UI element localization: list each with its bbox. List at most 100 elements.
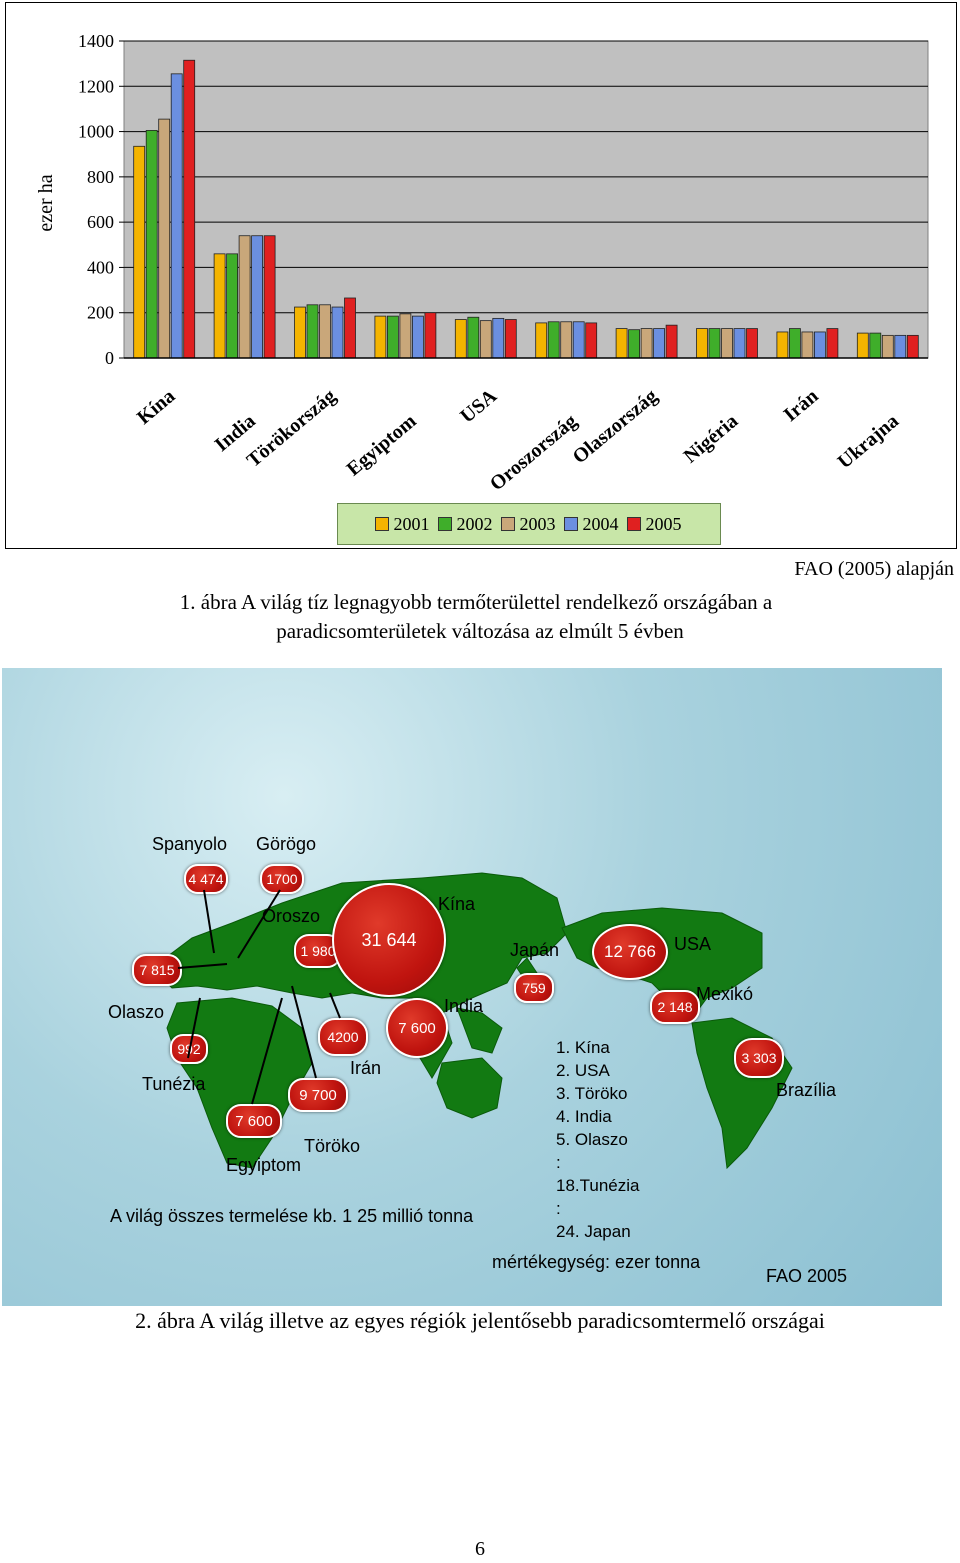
map-label-kina: Kína bbox=[438, 894, 476, 914]
bar-2001 bbox=[696, 328, 708, 359]
bar-2004 bbox=[411, 315, 424, 359]
y-tick-label: 0 bbox=[105, 348, 114, 368]
bar-2001 bbox=[213, 253, 226, 359]
legend-2002: 2002 bbox=[437, 514, 493, 535]
chart-legend: 2001 2002 2003 2004 2005 bbox=[337, 503, 721, 545]
bar-2005 bbox=[424, 312, 437, 359]
figure1-caption-line1: 1. ábra A világ tíz legnagyobb termőterü… bbox=[179, 590, 773, 614]
map-label-japan: Japán bbox=[510, 940, 560, 960]
y-tick-label: 400 bbox=[87, 257, 114, 277]
x-tick-label: Ukrajna bbox=[834, 410, 903, 473]
bar-2003 bbox=[560, 321, 573, 359]
x-tick-label: Olaszország bbox=[569, 385, 662, 468]
legend-2005: 2005 bbox=[626, 514, 682, 535]
x-tick-label: Nigéria bbox=[680, 410, 743, 468]
map-label-egyiptom: Egyiptom bbox=[226, 1155, 302, 1175]
bar-2002 bbox=[789, 328, 801, 359]
ranking-item: 5. Olaszo bbox=[556, 1130, 628, 1149]
bar-2003 bbox=[721, 328, 733, 359]
ranking-item: 18.Tunézia bbox=[556, 1176, 640, 1195]
ranking-item: 4. India bbox=[556, 1107, 612, 1126]
map-source: FAO 2005 bbox=[766, 1266, 848, 1286]
bar-2005 bbox=[665, 324, 678, 359]
bar-2002 bbox=[467, 316, 480, 359]
value-circle-china: 31 644 bbox=[332, 883, 446, 997]
value-circle-japan: 759 bbox=[514, 973, 554, 1003]
legend-2001: 2001 bbox=[374, 514, 430, 535]
bar-2004 bbox=[894, 334, 907, 359]
value-circle-iran: 4200 bbox=[318, 1018, 368, 1056]
bar-2002 bbox=[628, 329, 640, 359]
bar-2003 bbox=[479, 320, 492, 359]
x-tick-label: USA bbox=[456, 385, 501, 428]
value-circle-italy: 7 815 bbox=[132, 954, 182, 986]
y-axis-label: ezer ha bbox=[35, 174, 57, 231]
bar-chart-panel: 0 200 400 600 800 1000 1200 1400 ezer ha Kína Indi… bbox=[5, 2, 957, 549]
ranking-list: 1. Kína 2. USA 3. Töröko 4. India 5. Ola… bbox=[556, 1036, 639, 1243]
map-label-tunezia: Tunézia bbox=[142, 1074, 206, 1094]
map-label-oroszo: Oroszo bbox=[262, 906, 321, 926]
value-circle-greece: 1700 bbox=[260, 864, 304, 894]
value-circle-brazil: 3 303 bbox=[734, 1038, 784, 1078]
value-circle-tunisia: 992 bbox=[170, 1034, 208, 1064]
map-label-spanyolo: Spanyolo bbox=[152, 834, 228, 854]
map-label-brazilia: Brazília bbox=[776, 1080, 837, 1100]
bar-2005 bbox=[826, 328, 839, 359]
bar-2005 bbox=[746, 328, 758, 359]
bar-2003 bbox=[640, 328, 653, 359]
legend-2004: 2004 bbox=[563, 514, 619, 535]
bar-2004 bbox=[814, 331, 826, 359]
bar-2005 bbox=[585, 322, 598, 359]
map-label-toroko: Töröko bbox=[304, 1136, 361, 1156]
x-tick-label: Irán bbox=[780, 385, 823, 426]
figure1-source: FAO (2005) alapján bbox=[794, 558, 954, 580]
value-circle-usa: 12 766 bbox=[592, 924, 668, 980]
bar-2004 bbox=[492, 317, 505, 359]
bar-2005 bbox=[344, 297, 356, 359]
figure1-caption: 1. ábra A világ tíz legnagyobb termőterü… bbox=[0, 588, 960, 646]
x-tick-label: Oroszország bbox=[486, 410, 582, 495]
bar-2002 bbox=[869, 332, 882, 359]
map-arrows bbox=[177, 889, 341, 1105]
bar-2004 bbox=[251, 235, 264, 359]
y-tick-label: 600 bbox=[87, 212, 114, 232]
bar-2005 bbox=[906, 334, 919, 359]
bar-2005 bbox=[183, 59, 196, 359]
ranking-item: 2. USA bbox=[556, 1061, 610, 1080]
y-tick-label: 1000 bbox=[78, 122, 114, 142]
bar-2004 bbox=[572, 321, 585, 359]
map-label-iran: Irán bbox=[350, 1058, 382, 1078]
bar-2003 bbox=[158, 118, 171, 359]
bar-2003 bbox=[238, 235, 251, 359]
map-label-gorogo: Görögo bbox=[256, 834, 317, 854]
y-tick-label: 800 bbox=[87, 167, 114, 187]
unit-text: mértékegység: ezer tonna bbox=[492, 1252, 701, 1272]
ranking-item: 3. Töröko bbox=[556, 1084, 628, 1103]
bar-2004 bbox=[331, 306, 344, 359]
bar-2001 bbox=[856, 332, 869, 359]
bar-2002 bbox=[547, 321, 560, 359]
value-circle-mexico: 2 148 bbox=[650, 990, 700, 1024]
ranking-item: 24. Japan bbox=[556, 1222, 631, 1241]
y-tick-label: 1400 bbox=[78, 31, 114, 51]
bar-2003 bbox=[319, 304, 331, 359]
bar-2004 bbox=[170, 73, 183, 359]
bar-2001 bbox=[776, 331, 789, 359]
bar-2005 bbox=[263, 235, 276, 359]
value-circle-turkey: 9 700 bbox=[288, 1078, 348, 1112]
bar-2001 bbox=[133, 145, 146, 359]
map-label-usa: USA bbox=[674, 934, 712, 954]
world-total-text: A világ összes termelése kb. 1 25 millió… bbox=[110, 1206, 474, 1226]
x-tick-label: Egyiptom bbox=[343, 410, 421, 481]
bar-2003 bbox=[881, 334, 894, 359]
y-tick-label: 200 bbox=[87, 303, 114, 323]
bar-2003 bbox=[801, 331, 814, 359]
ranking-item: : bbox=[556, 1199, 561, 1218]
bar-2002 bbox=[306, 304, 319, 359]
bar-2002 bbox=[386, 315, 399, 359]
bar-2001 bbox=[454, 319, 467, 359]
value-circle-spain: 4 474 bbox=[184, 864, 228, 894]
x-tick-label: Kína bbox=[133, 385, 180, 429]
bar-2001 bbox=[535, 322, 548, 359]
